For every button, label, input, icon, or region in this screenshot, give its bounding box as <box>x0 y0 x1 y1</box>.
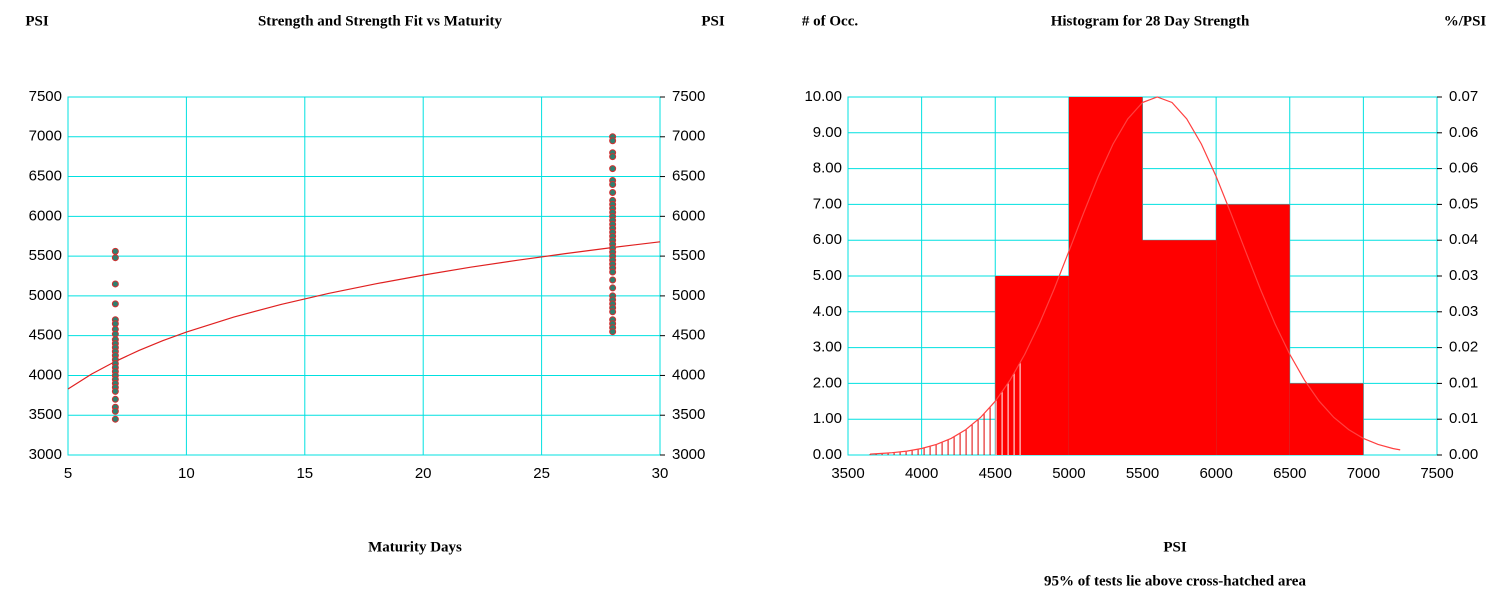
data-point <box>609 165 617 173</box>
y2-tick-label: 0.03 <box>1449 303 1478 320</box>
x-tick-label: 3500 <box>831 465 864 482</box>
data-point <box>609 181 617 189</box>
y2-tick-label: 5500 <box>672 247 705 264</box>
y-tick-label: 2.00 <box>813 374 842 391</box>
y-tick-label: 7.00 <box>813 195 842 212</box>
y-tick-label: 7500 <box>29 88 62 105</box>
x-tick-label: 10 <box>178 465 195 482</box>
distribution-curve <box>870 96 1401 455</box>
x-tick-label: 4000 <box>905 465 938 482</box>
x-tick-label: 7500 <box>1420 465 1453 482</box>
x-tick-label: 15 <box>296 465 313 482</box>
data-point <box>111 387 119 395</box>
y2-tick-label: 7500 <box>672 88 705 105</box>
data-point <box>609 137 617 145</box>
x-tick-label: 20 <box>415 465 432 482</box>
y-tick-label: 3500 <box>29 406 62 423</box>
y-tick-label: 5500 <box>29 247 62 264</box>
data-point <box>609 328 617 336</box>
y-tick-label: 3.00 <box>813 339 842 356</box>
histogram-bar <box>1289 383 1364 455</box>
y2-tick-label: 0.02 <box>1449 339 1478 356</box>
x-tick-label: 30 <box>652 465 669 482</box>
data-point <box>609 153 617 161</box>
plot-background <box>67 96 661 456</box>
y-tick-label: 6000 <box>29 207 62 224</box>
y2-tick-label: 6000 <box>672 207 705 224</box>
histogram-bar <box>995 276 1069 455</box>
y2-tick-label: 7000 <box>672 128 705 145</box>
x-tick-label: 6000 <box>1199 465 1232 482</box>
y2-tick-label: 0.07 <box>1449 88 1478 105</box>
data-point <box>609 188 617 196</box>
x-tick-label: 5500 <box>1126 465 1159 482</box>
y-tick-label: 6500 <box>29 168 62 185</box>
y2-tick-label: 0.00 <box>1449 446 1478 463</box>
chart-title: Histogram for 28 Day Strength <box>1051 13 1250 29</box>
data-point <box>111 254 119 262</box>
y-tick-label: 3000 <box>29 446 62 463</box>
x-axis-label: PSI <box>1163 539 1187 555</box>
y-tick-label: 9.00 <box>813 124 842 141</box>
y2-tick-label: 0.04 <box>1449 231 1478 248</box>
x-tick-label: 25 <box>533 465 550 482</box>
y2-tick-label: 6500 <box>672 168 705 185</box>
y2-tick-label: 4500 <box>672 327 705 344</box>
data-point <box>111 415 119 423</box>
y-axis-label: PSI <box>25 13 49 29</box>
y-tick-label: 8.00 <box>813 160 842 177</box>
data-point <box>609 276 617 284</box>
x-tick-label: 4500 <box>979 465 1012 482</box>
y-tick-label: 1.00 <box>813 410 842 427</box>
y-tick-label: 5000 <box>29 287 62 304</box>
data-point <box>609 284 617 292</box>
y-axis-label: # of Occ. <box>802 13 858 29</box>
x-tick-label: 6500 <box>1273 465 1306 482</box>
y2-tick-label: 0.01 <box>1449 410 1478 427</box>
data-point <box>111 247 119 255</box>
data-point <box>111 395 119 403</box>
chart-title: Strength and Strength Fit vs Maturity <box>258 13 503 29</box>
data-point <box>111 300 119 308</box>
histogram-bar <box>1068 97 1143 455</box>
y2-tick-label: 0.03 <box>1449 267 1478 284</box>
histogram-bar <box>1216 204 1290 455</box>
data-point <box>609 268 617 276</box>
y-tick-label: 7000 <box>29 128 62 145</box>
y-tick-label: 6.00 <box>813 231 842 248</box>
y2-axis-label: %/PSI <box>1444 13 1487 29</box>
y-tick-label: 10.00 <box>804 88 842 105</box>
y2-tick-label: 3500 <box>672 406 705 423</box>
data-point <box>609 308 617 316</box>
data-point <box>111 407 119 415</box>
x-tick-label: 7000 <box>1347 465 1380 482</box>
y2-axis-label: PSI <box>701 13 725 29</box>
fit-line <box>67 241 661 390</box>
y-tick-label: 5.00 <box>813 267 842 284</box>
y2-tick-label: 4000 <box>672 366 705 383</box>
x-tick-label: 5000 <box>1052 465 1085 482</box>
y-tick-label: 4000 <box>29 366 62 383</box>
y-tick-label: 0.00 <box>813 446 842 463</box>
hatch-area <box>869 362 1021 455</box>
data-point <box>111 280 119 288</box>
y2-tick-label: 0.05 <box>1449 195 1478 212</box>
x-axis-label: Maturity Days <box>368 539 462 555</box>
y2-tick-label: 0.06 <box>1449 160 1478 177</box>
y2-tick-label: 3000 <box>672 446 705 463</box>
x-tick-label: 5 <box>64 465 72 482</box>
y-tick-label: 4500 <box>29 327 62 344</box>
y2-tick-label: 5000 <box>672 287 705 304</box>
y-tick-label: 4.00 <box>813 303 842 320</box>
annotation: 95% of tests lie above cross-hatched are… <box>1044 573 1306 589</box>
y2-tick-label: 0.01 <box>1449 374 1478 391</box>
y2-tick-label: 0.06 <box>1449 124 1478 141</box>
histogram-bar <box>1142 240 1217 455</box>
